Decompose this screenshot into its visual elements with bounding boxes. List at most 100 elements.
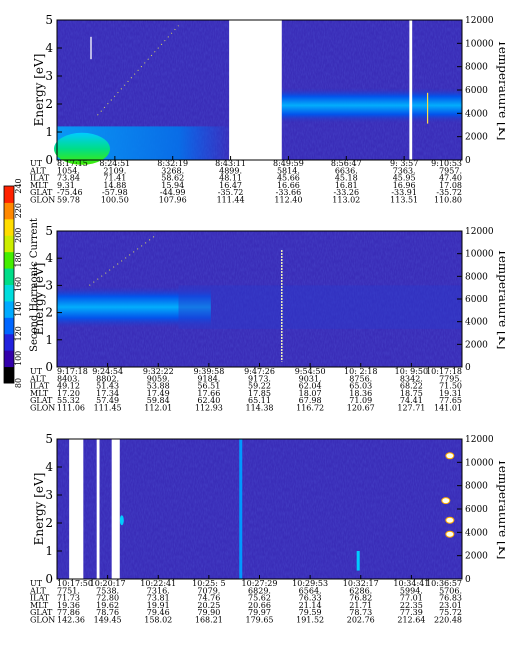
colorbar-tick-label: 160 — [14, 277, 23, 292]
y-tick-label: 3 — [45, 69, 53, 83]
table-row-label: ILAT — [30, 174, 50, 183]
table-cell-glon: 113.51 — [390, 196, 418, 205]
table-cell-glon: 111.44 — [217, 196, 245, 205]
data-spike — [356, 551, 360, 571]
temperature-marker — [445, 452, 455, 460]
table-cell-glat: 71.09 — [349, 396, 372, 405]
table-cell-mlt: 20.25 — [197, 601, 220, 610]
data-gap — [229, 20, 282, 160]
table-cell-ut: 10:32:17 — [343, 579, 379, 588]
colorbar-swatch — [4, 218, 14, 236]
table-cell-glon: 100.50 — [101, 196, 129, 205]
y2-tick-label: 12000 — [465, 435, 494, 445]
table-cell-ut: 8:49:59 — [273, 159, 304, 168]
table-cell-ilat: 45.66 — [277, 174, 300, 183]
table-cell-mlt: 19.36 — [57, 601, 80, 610]
table-cell-glon: 111.45 — [94, 404, 122, 413]
data-gap — [69, 439, 84, 579]
table-cell-ilat: 76.83 — [439, 594, 462, 603]
y2-tick-label: 0 — [465, 156, 471, 166]
colorbar-tick-label: 180 — [14, 252, 23, 267]
table-cell-glat: 62.40 — [197, 396, 220, 405]
table-cell-glon: 120.67 — [347, 404, 375, 413]
colorbar-swatch — [4, 350, 14, 368]
table-row-label: MLT — [30, 389, 49, 398]
table-cell-glat: 57.49 — [96, 396, 119, 405]
table-row-label: ILAT — [30, 382, 50, 391]
table-cell-mlt: 19.91 — [147, 601, 170, 610]
y-tick-label: 5 — [45, 224, 53, 238]
table-cell-alt: 5706. — [439, 586, 462, 595]
table-cell-alt: 8802. — [96, 374, 119, 383]
y2-tick-label: 8000 — [465, 63, 488, 73]
table-cell-glon: 212.64 — [397, 616, 425, 625]
table-row-label: ALT — [29, 166, 46, 175]
table-cell-mlt: 21.14 — [299, 601, 322, 610]
table-cell-glat: 77.39 — [400, 608, 423, 617]
table-cell-glon: 112.01 — [144, 404, 172, 413]
y-tick-label: 0 — [45, 360, 53, 374]
table-cell-alt: 9184. — [197, 374, 220, 383]
table-cell-alt: 8403. — [57, 374, 80, 383]
table-cell-ut: 9:47:26 — [244, 367, 275, 376]
table-cell-mlt: 16.66 — [277, 181, 300, 190]
y-tick-label: 4 — [45, 460, 53, 474]
y2-tick-label: 0 — [465, 575, 471, 585]
table-cell-glon: 59.78 — [57, 196, 80, 205]
table-cell-glon: 141.01 — [434, 404, 462, 413]
table-cell-glon: 113.02 — [332, 196, 360, 205]
table-cell-glon: 107.96 — [159, 196, 187, 205]
colorbar-swatch — [4, 202, 14, 220]
table-row-label: MLT — [30, 181, 49, 190]
table-cell-alt: 7316. — [147, 586, 170, 595]
table-cell-glat: 67.98 — [299, 396, 322, 405]
table-cell-ut: 9:54:50 — [295, 367, 326, 376]
table-cell-ilat: 59.22 — [248, 382, 271, 391]
colorbar-tick-label: 240 — [14, 178, 23, 193]
table-cell-mlt: 17.34 — [96, 389, 119, 398]
table-cell-ut: 8:17:15 — [57, 159, 88, 168]
colorbar-swatch — [4, 366, 14, 384]
table-cell-ut: 9:17:18 — [57, 367, 88, 376]
table-cell-alt: 7957. — [439, 166, 462, 175]
table-row-label: ALT — [29, 374, 46, 383]
colorbar-swatch — [4, 333, 14, 351]
table-cell-mlt: 17.20 — [57, 389, 80, 398]
table-cell-ut: 9:10:53 — [431, 159, 462, 168]
colorbar-swatch — [4, 284, 14, 302]
temperature-marker — [445, 530, 455, 538]
table-cell-alt: 2109. — [103, 166, 126, 175]
table-cell-ilat: 51.43 — [96, 382, 119, 391]
table-cell-glon: 142.36 — [57, 616, 85, 625]
y-tick-label: 4 — [45, 251, 53, 265]
table-cell-glon: 158.02 — [144, 616, 172, 625]
colorbar-frame — [3, 185, 15, 384]
table-cell-glon: 114.38 — [246, 404, 274, 413]
table-cell-ilat: 73.84 — [57, 174, 80, 183]
colorbar-tick-label: 140 — [14, 301, 23, 316]
colorbar-swatches — [3, 185, 15, 384]
table-cell-mlt: 16.81 — [335, 181, 358, 190]
y2-tick-label: 6000 — [465, 505, 488, 515]
table-cell-glon: 191.52 — [296, 616, 324, 625]
table-cell-ilat: 71.41 — [103, 174, 126, 183]
temperature-dots — [97, 25, 179, 116]
y2-axis-label: Temperature [K] — [496, 40, 505, 141]
table-cell-ut: 10:22:41 — [140, 579, 176, 588]
table-cell-alt: 6636. — [335, 166, 358, 175]
spectrogram-panel-3: 0 1 2 3 4 5 Energy [eV] 0 2000 4000 6000 8000 10000 1… — [29, 432, 505, 625]
table-cell-glon: 168.21 — [195, 616, 223, 625]
table-cell-alt: 9031. — [299, 374, 322, 383]
table-cell-ilat: 77.01 — [400, 594, 423, 603]
table-cell-ilat: 56.51 — [197, 382, 220, 391]
table-cell-ilat: 45.18 — [335, 174, 358, 183]
table-cell-mlt: 22.35 — [400, 601, 423, 610]
y-tick-label: 5 — [45, 13, 53, 27]
y2-tick-label: 2000 — [465, 133, 488, 143]
table-cell-glat: 65.11 — [248, 396, 271, 405]
table-cell-glat: -33.91 — [391, 188, 417, 197]
colorbar-swatch — [4, 300, 14, 318]
table-cell-mlt: 18.75 — [400, 389, 423, 398]
table-cell-glat: 55.32 — [57, 396, 80, 405]
table-row-label: GLON — [30, 196, 55, 205]
